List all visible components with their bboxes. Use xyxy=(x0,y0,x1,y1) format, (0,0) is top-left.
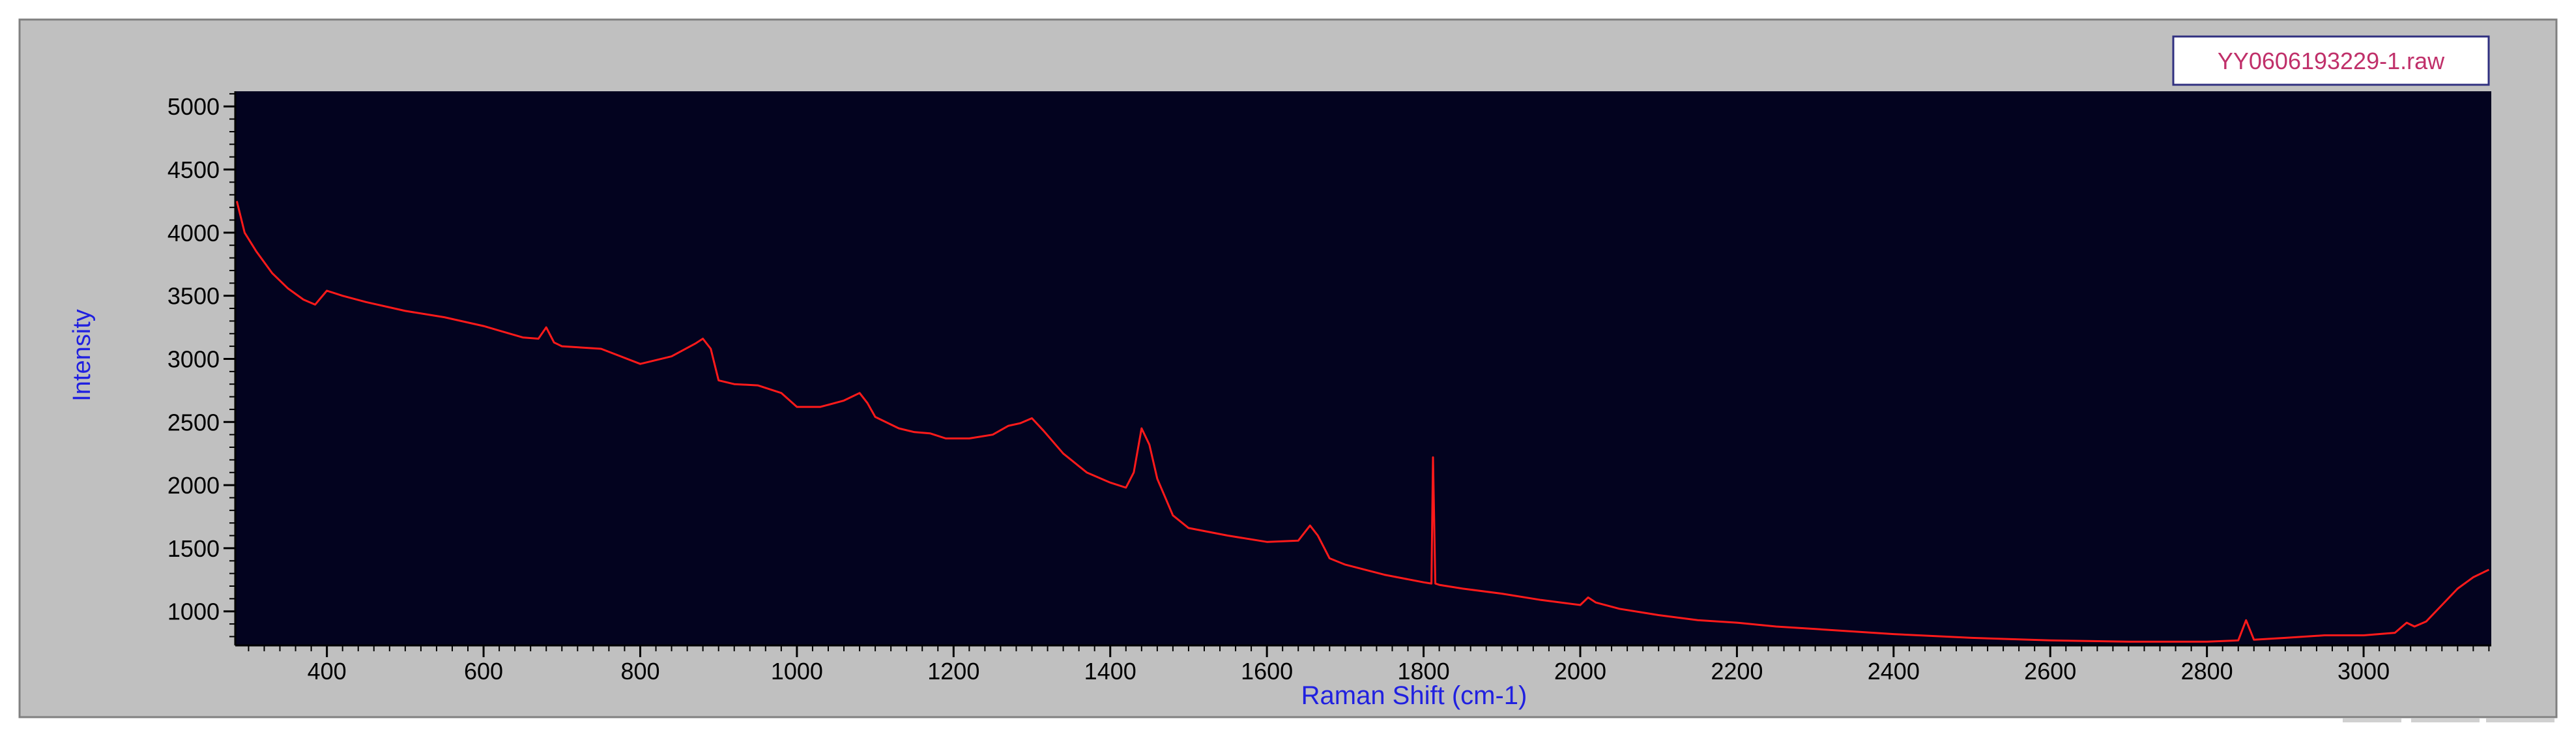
x-tick-label: 2400 xyxy=(1868,658,1920,685)
y-tick-label: 1000 xyxy=(167,598,220,625)
y-tick-label: 3500 xyxy=(167,283,220,310)
x-tick-label: 1400 xyxy=(1084,658,1136,685)
y-tick-label: 4500 xyxy=(167,156,220,183)
axes: 1000 1500 2000 2500 3000 3500 4000 4500 5000 400 6… xyxy=(167,91,2491,685)
legend-entry: YY0606193229-1.raw xyxy=(2218,48,2445,74)
x-tick-label: 3000 xyxy=(2337,658,2390,685)
x-tick-label: 2200 xyxy=(1711,658,1763,685)
x-tick-label: 1600 xyxy=(1241,658,1293,685)
x-tick-label: 1000 xyxy=(771,658,823,685)
x-tick-label: 2600 xyxy=(2024,658,2076,685)
y-tick-label: 3000 xyxy=(167,346,220,372)
legend: YY0606193229-1.raw xyxy=(2172,35,2490,86)
x-tick-label: 600 xyxy=(464,658,503,685)
y-tick-label: 2000 xyxy=(167,472,220,499)
y-axis-label: Intensity xyxy=(68,309,96,402)
x-tick-label: 2800 xyxy=(2181,658,2233,685)
y-tick-label: 4000 xyxy=(167,220,220,246)
x-tick-label: 1800 xyxy=(1398,658,1450,685)
legend-box xyxy=(2172,35,2490,86)
y-tick-label: 2500 xyxy=(167,409,220,436)
x-tick-label: 800 xyxy=(620,658,659,685)
x-axis-label: Raman Shift (cm-1) xyxy=(1301,681,1527,710)
series-line-0 xyxy=(235,201,2490,643)
series-layer xyxy=(235,201,2490,643)
y-tick-label: 5000 xyxy=(167,93,220,120)
plot-area[interactable] xyxy=(235,91,2491,645)
x-tick-label: 400 xyxy=(308,658,347,685)
x-tick-label: 1200 xyxy=(927,658,979,685)
y-tick-label: 1500 xyxy=(167,535,220,562)
window-status-strip xyxy=(2343,718,2554,722)
x-tick-label: 2000 xyxy=(1554,658,1606,685)
